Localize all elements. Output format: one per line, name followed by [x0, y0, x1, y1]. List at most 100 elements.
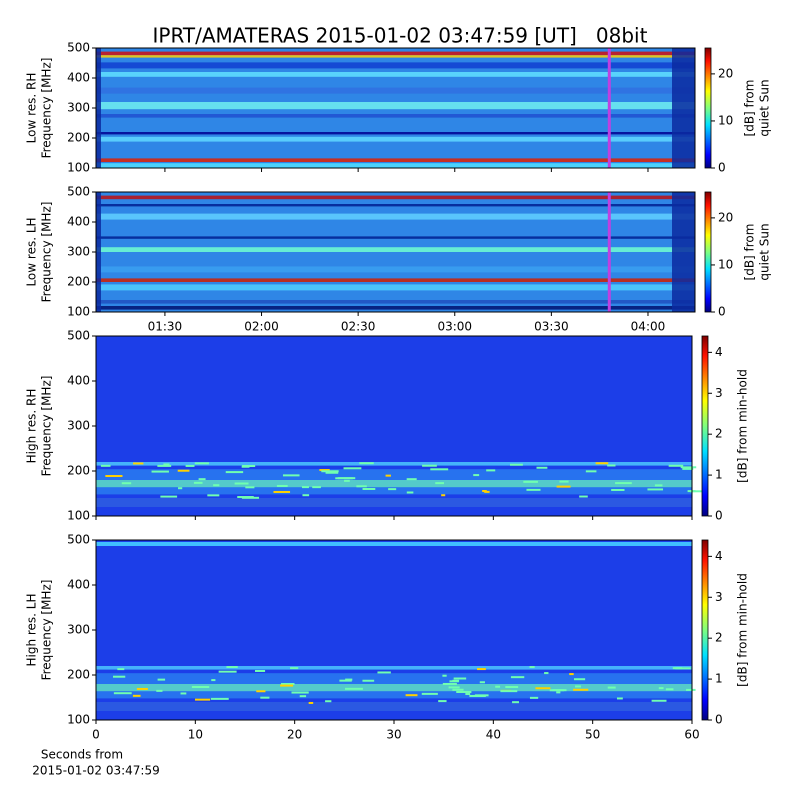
spectrogram-speck — [325, 471, 339, 474]
spectrogram-speck — [682, 467, 694, 470]
spectrogram-speck — [465, 693, 471, 696]
spectrogram-speck — [477, 668, 486, 671]
y-tick-label: 100 — [67, 305, 90, 319]
y-tick-label: 200 — [67, 668, 90, 682]
spectrogram-speck — [301, 486, 309, 489]
y-axis-label: Frequency [MHz] — [40, 202, 54, 303]
spectrogram-speck — [484, 490, 490, 493]
y-axis-label: Frequency [MHz] — [40, 580, 54, 681]
colorbar-tick-label: 0 — [715, 713, 723, 727]
colorbar-label: [dB] from min-hold — [736, 369, 750, 483]
spectrogram-speck — [435, 482, 445, 485]
y-tick-label: 300 — [67, 245, 90, 259]
colorbar-tick-label: 20 — [718, 66, 733, 80]
spectrogram-speck — [185, 464, 195, 467]
spectrogram-speck — [193, 481, 203, 484]
spectrogram-speck — [325, 700, 332, 703]
spectrogram-speck — [526, 488, 541, 491]
spectrogram-speck — [226, 666, 238, 669]
spectrogram-band — [96, 300, 695, 304]
spectrogram-speck — [302, 494, 310, 497]
spectrogram-speck — [574, 685, 581, 688]
spectrogram-speck — [299, 695, 307, 698]
spectrogram-speck — [607, 686, 616, 689]
spectrogram-speck — [607, 464, 616, 467]
spectrogram-speck — [242, 465, 256, 468]
colorbar-tick-label: 3 — [715, 386, 723, 400]
spectrogram-speck — [210, 697, 229, 700]
spectrogram-speck — [585, 470, 597, 473]
spectrogram-speck — [675, 667, 691, 670]
x-tick-label: 60 — [684, 728, 699, 742]
y-axis-label: High res. RH — [25, 389, 39, 464]
colorbar-tick-label: 10 — [718, 257, 733, 271]
x-tick-label: 10 — [188, 728, 203, 742]
spectrogram-band — [96, 204, 695, 207]
spectrogram-speck — [218, 670, 237, 673]
colorbar — [704, 47, 712, 169]
spectrogram-speck — [569, 673, 574, 676]
x-axis-label: Seconds from — [41, 748, 123, 762]
y-tick-label: 200 — [67, 131, 90, 145]
spectrogram-speck — [549, 689, 565, 692]
y-axis-label: High res. LH — [25, 593, 39, 666]
spectrogram-speck — [505, 686, 519, 689]
spectrogram-speck — [337, 477, 356, 480]
y-tick-label: 500 — [67, 185, 90, 199]
spectrogram-speck — [282, 474, 300, 477]
y-tick-label: 200 — [67, 275, 90, 289]
spectrogram-speck — [121, 482, 132, 485]
spectrogram-speck — [160, 495, 178, 498]
colorbar-tick-label: 4 — [715, 549, 723, 563]
spectrogram-band — [96, 480, 692, 488]
spectrogram-speck — [256, 690, 266, 693]
spectrogram-speck — [362, 487, 376, 490]
x-tick-label: 01:30 — [148, 320, 183, 334]
y-tick-label: 500 — [67, 329, 90, 343]
spectrogram-band — [96, 213, 695, 220]
spectrogram-speck — [579, 495, 588, 498]
spectrogram-speck — [556, 485, 571, 488]
colorbar-label: quiet Sun — [758, 223, 772, 280]
spectrogram-speck — [442, 674, 447, 677]
spectrogram-speck — [448, 686, 460, 689]
spectrogram-speck — [442, 682, 457, 685]
colorbar-tick-label: 2 — [715, 427, 723, 441]
y-tick-label: 400 — [67, 71, 90, 85]
x-tick-label: 40 — [486, 728, 501, 742]
spectrogram-speck — [438, 700, 447, 703]
spectrogram-speck — [180, 692, 187, 695]
spectrogram-speck — [686, 688, 696, 691]
spectrogram-speck — [359, 462, 374, 465]
spectrogram-speck — [132, 694, 141, 697]
spectrogram-speck — [573, 688, 589, 691]
spectrogram-speck — [194, 462, 209, 465]
y-tick-label: 400 — [67, 215, 90, 229]
spectrogram-band — [96, 284, 695, 291]
spectrogram-speck — [441, 494, 446, 497]
spectrogram-band — [96, 498, 692, 507]
colorbar — [701, 539, 709, 721]
spectrogram-speck — [113, 692, 132, 695]
spectrogram-speck — [156, 689, 163, 692]
spectrogram-speck — [234, 482, 249, 485]
y-tick-label: 300 — [67, 419, 90, 433]
spectrogram-speck — [469, 694, 486, 697]
spectrogram-speck — [136, 687, 148, 690]
x-tick-label: 50 — [585, 728, 600, 742]
spectrogram-band — [96, 48, 101, 168]
spectrogram-speck — [312, 486, 321, 489]
spectrogram-speck — [273, 490, 291, 493]
spectrogram-speck — [191, 685, 210, 688]
spectrogram-speck — [680, 466, 697, 469]
spectrogram-speck — [133, 462, 144, 465]
y-tick-label: 100 — [67, 713, 90, 727]
y-tick-label: 200 — [67, 464, 90, 478]
colorbar-tick-label: 1 — [715, 468, 723, 482]
spectrogram-band — [96, 684, 692, 692]
spectrogram-band — [96, 158, 695, 162]
spectrogram-speck — [163, 463, 170, 466]
spectrogram-band — [96, 132, 695, 135]
y-axis-label: Low res. RH — [25, 73, 39, 144]
colorbar-tick-label: 2 — [715, 631, 723, 645]
